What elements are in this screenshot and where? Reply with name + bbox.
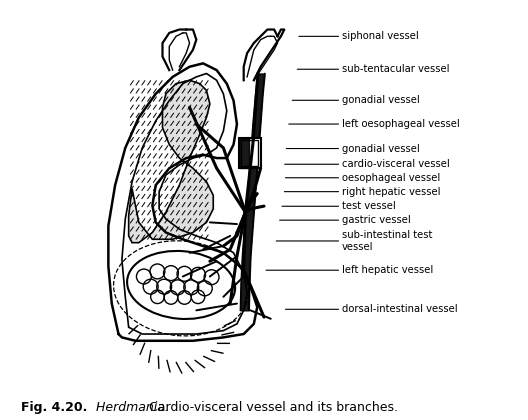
Polygon shape	[129, 80, 213, 243]
Text: Herdmania.: Herdmania.	[92, 401, 169, 414]
Ellipse shape	[127, 251, 235, 319]
Text: Cardio-visceral vessel and its branches.: Cardio-visceral vessel and its branches.	[145, 401, 398, 414]
Text: gonadial vessel: gonadial vessel	[286, 144, 420, 154]
Text: sub-intestinal test
vessel: sub-intestinal test vessel	[276, 230, 432, 252]
Text: gastric vessel: gastric vessel	[280, 215, 411, 225]
Text: Fig. 4.20.: Fig. 4.20.	[21, 401, 88, 414]
Text: left hepatic vessel: left hepatic vessel	[266, 265, 433, 275]
Text: siphonal vessel: siphonal vessel	[299, 32, 419, 41]
Text: sub-tentacular vessel: sub-tentacular vessel	[297, 64, 449, 74]
Text: dorsal-intestinal vessel: dorsal-intestinal vessel	[285, 304, 457, 314]
Text: cardio-visceral vessel: cardio-visceral vessel	[285, 159, 449, 169]
Text: gonadial vessel: gonadial vessel	[292, 95, 420, 105]
Text: test vessel: test vessel	[282, 201, 395, 211]
FancyBboxPatch shape	[239, 138, 261, 168]
Text: right hepatic vessel: right hepatic vessel	[285, 186, 440, 197]
Text: oesophageal vessel: oesophageal vessel	[285, 173, 440, 183]
Text: left oesophageal vessel: left oesophageal vessel	[289, 119, 459, 129]
FancyBboxPatch shape	[241, 141, 258, 165]
